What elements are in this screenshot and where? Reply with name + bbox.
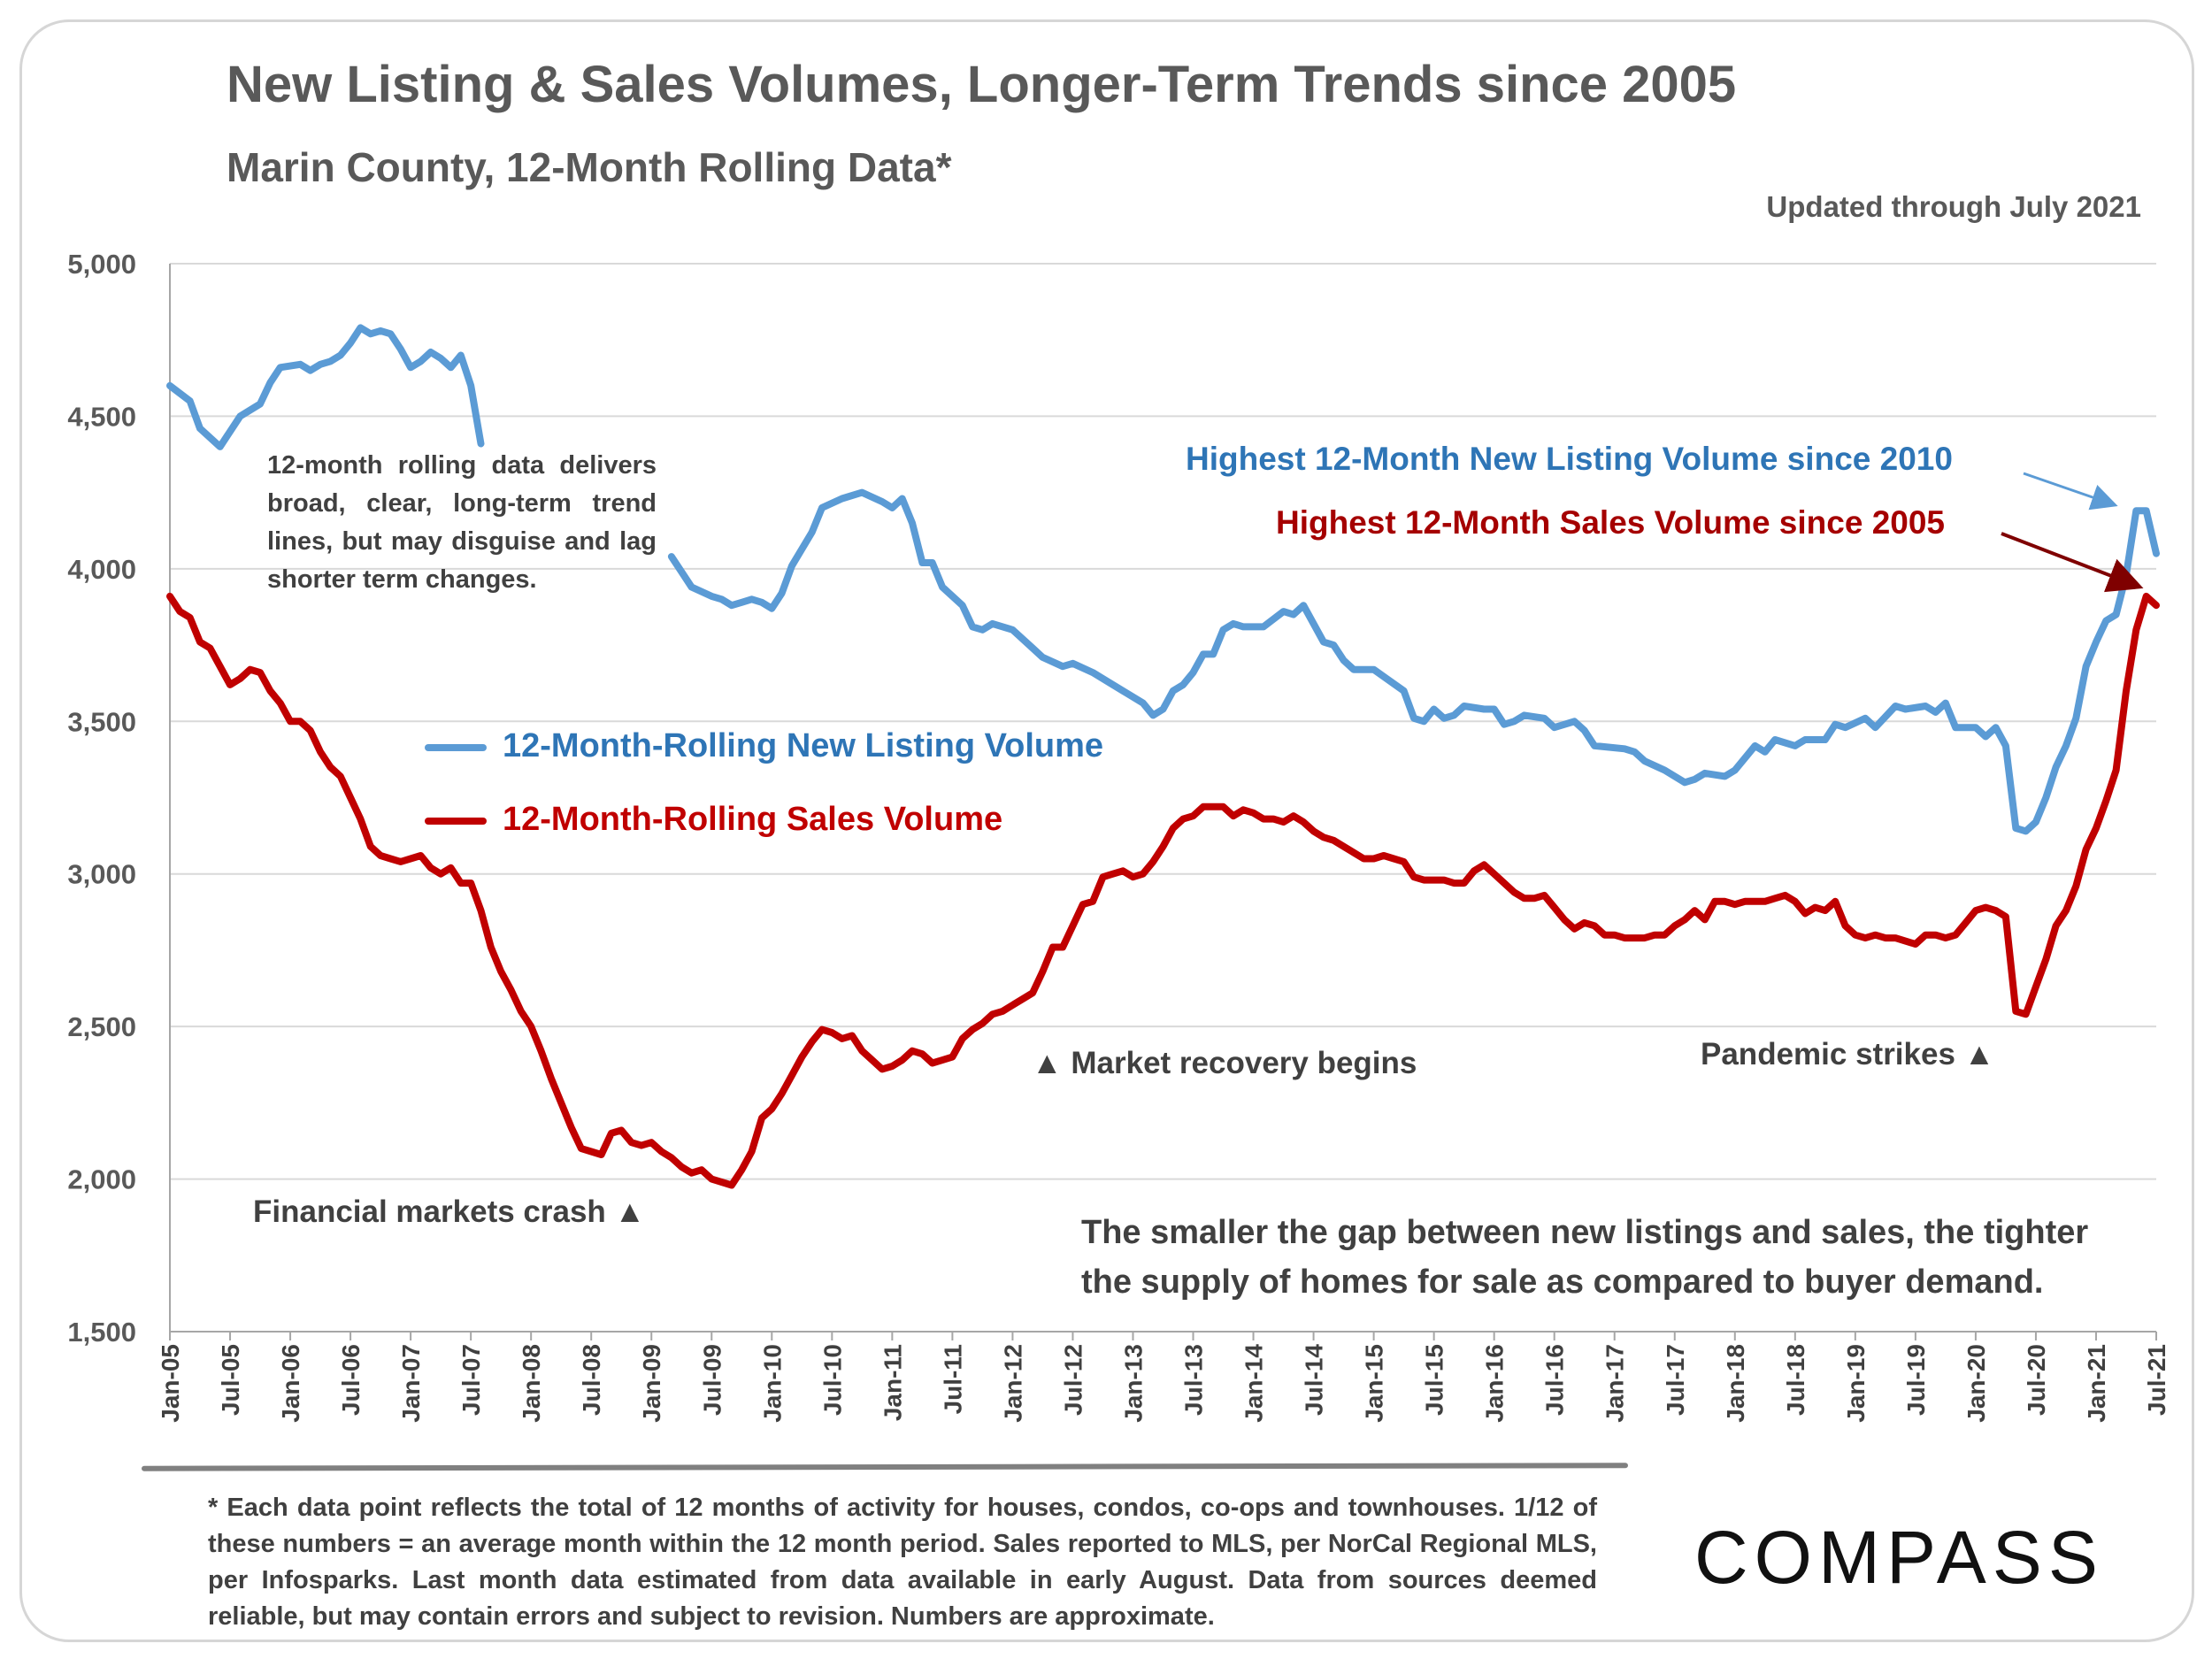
y-tick-label: 5,000 — [67, 249, 136, 280]
x-tick-label: Jul-08 — [578, 1344, 605, 1416]
y-tick-label: 4,000 — [67, 554, 136, 585]
compass-logo: COMPASS — [1694, 1515, 2104, 1601]
legend-item-listings: 12-Month-Rolling New Listing Volume — [425, 727, 1103, 765]
x-tick-label: Jan-06 — [277, 1344, 304, 1423]
x-tick-label: Jul-19 — [1902, 1344, 1930, 1416]
x-tick-label: Jul-17 — [1662, 1344, 1689, 1416]
y-tick-label: 3,000 — [67, 859, 136, 890]
x-tick-label: Jan-21 — [2083, 1344, 2110, 1423]
callout-arrows — [2001, 472, 2144, 593]
rolling-data-note: 12-month rolling data delivers broad, cl… — [267, 451, 657, 594]
x-tick-label: Jan-08 — [518, 1344, 545, 1423]
pandemic-annotation: Pandemic strikes ▲ — [1701, 1037, 1995, 1071]
x-tick-label: Jan-09 — [638, 1344, 665, 1423]
x-tick-label: Jan-10 — [758, 1344, 786, 1423]
x-tick-label: Jan-11 — [879, 1344, 906, 1421]
x-tick-label: Jul-20 — [2023, 1344, 2050, 1416]
sales-volume-callout: Highest 12-Month Sales Volume since 2005 — [1276, 504, 1946, 541]
legend-item-sales: 12-Month-Rolling Sales Volume — [425, 801, 1002, 839]
x-tick-label: Jan-16 — [1481, 1344, 1509, 1423]
x-axis: Jan-05 Jul-05 Jan-06 Jul-06 Jan-07 Jul-07 Jan-… — [157, 1331, 2170, 1423]
legend-label-sales: 12-Month-Rolling Sales Volume — [503, 801, 1003, 838]
y-tick-label: 4,500 — [67, 401, 136, 432]
listing-volume-callout: Highest 12-Month New Listing Volume sinc… — [1186, 441, 1953, 477]
chart-frame — [19, 19, 2194, 1642]
footnote: * Each data point reflects the total of … — [208, 1494, 1597, 1631]
x-tick-label: Jul-16 — [1541, 1344, 1569, 1416]
legend-swatch-listings — [425, 743, 487, 751]
x-tick-label: Jan-14 — [1240, 1344, 1268, 1423]
x-tick-label: Jan-07 — [397, 1344, 425, 1423]
sales-callout-arrow — [2001, 532, 2144, 593]
logo-text: COMPASS — [1694, 1516, 2104, 1599]
listing-volume-line — [166, 324, 2160, 835]
x-tick-label: Jan-20 — [1962, 1344, 1990, 1423]
x-tick-label: Jan-05 — [157, 1344, 184, 1423]
x-tick-label: Jul-12 — [1059, 1344, 1087, 1416]
x-tick-label: Jan-13 — [1119, 1344, 1147, 1423]
x-tick-label: Jan-19 — [1842, 1344, 1870, 1423]
sales-volume-line — [166, 592, 2160, 1189]
x-tick-label: Jul-09 — [698, 1344, 726, 1416]
x-tick-label: Jan-15 — [1361, 1344, 1388, 1423]
y-tick-label: 1,500 — [67, 1317, 136, 1348]
crash-annotation: Financial markets crash ▲ — [253, 1194, 646, 1229]
supply-gap-note: The smaller the gap between new listings… — [1081, 1214, 2089, 1301]
x-tick-label: Jul-14 — [1301, 1344, 1328, 1416]
series-lines — [166, 324, 2160, 1189]
chart-title: New Listing & Sales Volumes, Longer-Term… — [227, 56, 1737, 113]
x-tick-label: Jan-17 — [1601, 1344, 1629, 1423]
chart-subtitle: Marin County, 12-Month Rolling Data* — [227, 144, 952, 190]
x-tick-label: Jul-11 — [939, 1344, 966, 1414]
x-tick-label: Jul-18 — [1782, 1344, 1809, 1416]
gridlines — [170, 263, 2156, 1333]
recovery-annotation: ▲ Market recovery begins — [1032, 1046, 1417, 1080]
x-tick-label: Jul-21 — [2143, 1344, 2170, 1416]
x-tick-label: Jul-05 — [217, 1344, 244, 1416]
x-tick-label: Jul-15 — [1421, 1344, 1448, 1416]
updated-label: Updated through July 2021 — [1766, 190, 2141, 223]
x-tick-label: Jan-18 — [1722, 1344, 1749, 1423]
y-axis: 5,000 4,500 4,000 3,500 3,000 2,500 2,000 1,500 — [67, 249, 171, 1348]
y-tick-label: 3,500 — [67, 706, 136, 737]
x-tick-label: Jul-13 — [1180, 1344, 1208, 1416]
x-tick-label: Jul-07 — [457, 1344, 485, 1416]
y-tick-label: 2,000 — [67, 1164, 136, 1195]
legend-label-listings: 12-Month-Rolling New Listing Volume — [503, 727, 1104, 764]
legend-swatch-sales — [425, 817, 487, 825]
y-tick-label: 2,500 — [67, 1011, 136, 1042]
listing-callout-arrow — [2023, 472, 2118, 511]
x-tick-label: Jul-06 — [337, 1344, 365, 1416]
x-tick-label: Jul-10 — [818, 1344, 846, 1416]
x-tick-label: Jan-12 — [999, 1344, 1026, 1423]
